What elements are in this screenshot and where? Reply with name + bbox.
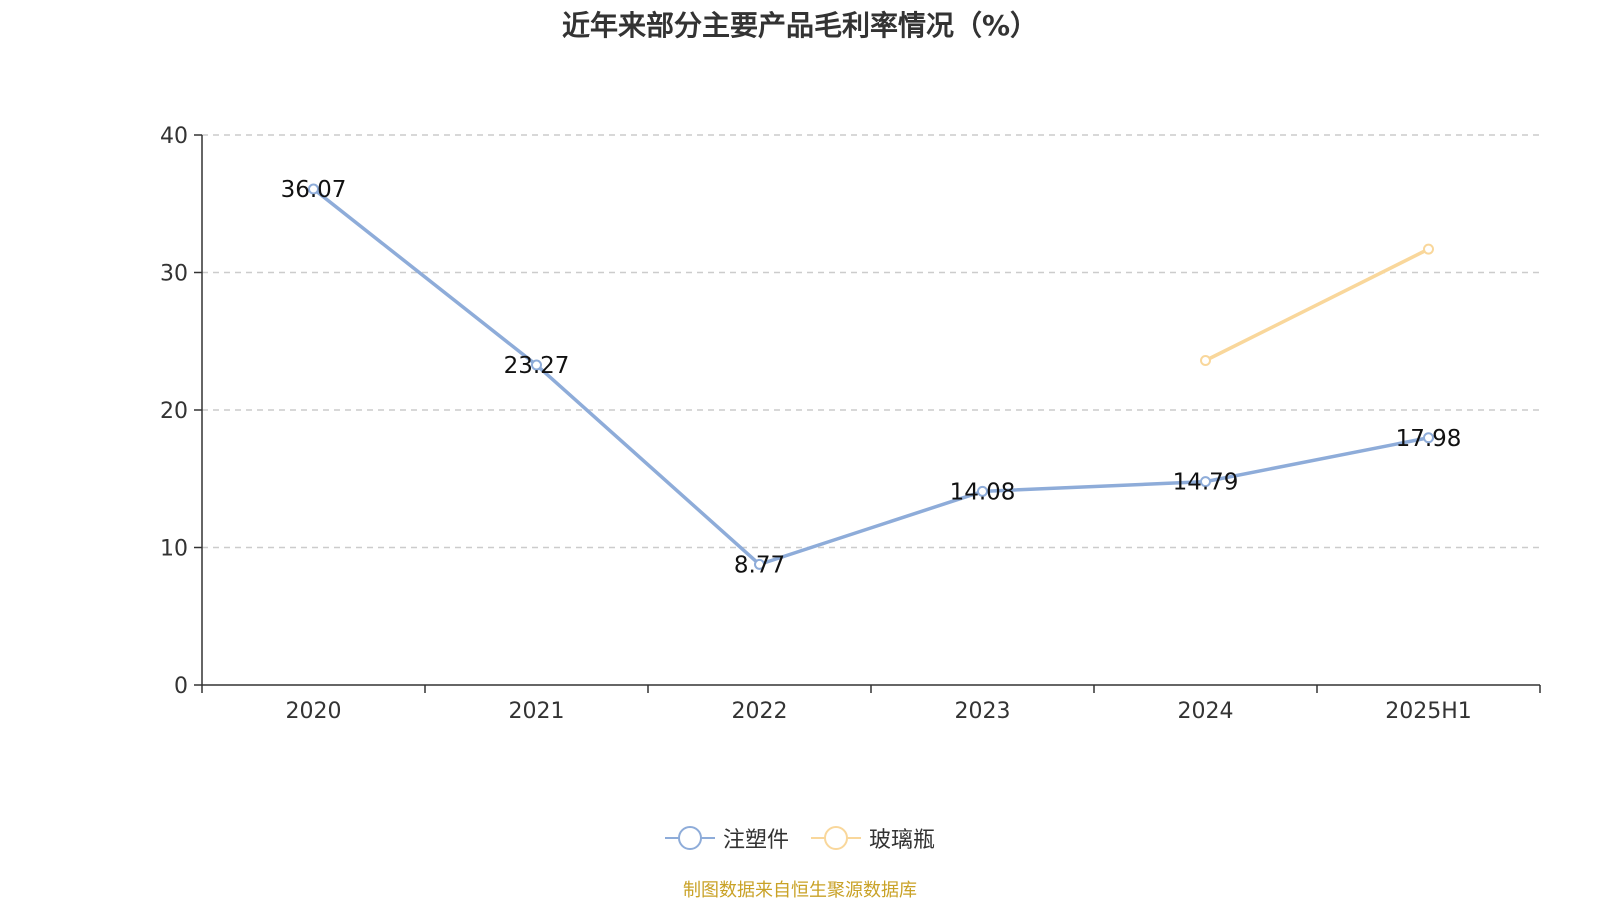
data-label: 17.98 bbox=[1396, 426, 1462, 452]
x-tick-label: 2023 bbox=[955, 699, 1011, 724]
legend: 注塑件 玻璃瓶 bbox=[0, 822, 1600, 854]
x-tick-label: 2024 bbox=[1178, 699, 1234, 724]
data-point bbox=[531, 359, 542, 371]
series-layer bbox=[308, 183, 1434, 570]
data-label: 14.08 bbox=[950, 479, 1016, 505]
y-tick-label: 10 bbox=[160, 537, 188, 562]
legend-label-series-1: 注塑件 bbox=[722, 828, 789, 853]
y-tick-label: 30 bbox=[160, 262, 188, 287]
data-label-layer: 36.07 23.27 8.77 14.08 14.79 17.98 bbox=[281, 177, 1462, 578]
x-tick-label: 2020 bbox=[286, 699, 342, 724]
grid-layer bbox=[202, 134, 1540, 549]
legend-item-series-2[interactable]: 玻璃瓶 bbox=[811, 822, 935, 854]
x-tick-label: 2022 bbox=[732, 699, 788, 724]
legend-item-series-1[interactable]: 注塑件 bbox=[664, 822, 789, 854]
axis-layer: 0 10 20 30 40 2020 2021 2022 2023 2024 2025H1 bbox=[160, 124, 1541, 724]
data-point bbox=[1423, 432, 1434, 444]
legend-swatch-series-1 bbox=[664, 825, 715, 851]
y-tick-label: 40 bbox=[160, 124, 188, 149]
data-point bbox=[1200, 476, 1211, 488]
data-point bbox=[977, 485, 988, 497]
data-point bbox=[308, 183, 319, 195]
data-label: 8.77 bbox=[734, 552, 785, 578]
legend-marker-series-2 bbox=[824, 826, 848, 850]
y-tick-label: 20 bbox=[160, 399, 188, 424]
legend-swatch-series-2 bbox=[811, 825, 861, 851]
data-point bbox=[1423, 243, 1434, 255]
series-line-1 bbox=[312, 187, 1429, 567]
legend-marker-series-1 bbox=[677, 826, 702, 850]
data-label: 23.27 bbox=[504, 353, 570, 379]
data-point bbox=[1200, 355, 1211, 366]
data-label: 36.07 bbox=[281, 177, 347, 203]
data-point bbox=[754, 558, 765, 570]
data-label: 14.79 bbox=[1173, 470, 1239, 496]
chart-title: 近年来部分主要产品毛利率情况（%） bbox=[561, 9, 1039, 42]
y-tick-label: 0 bbox=[174, 674, 188, 699]
x-tick-label: 2021 bbox=[509, 699, 565, 724]
legend-label-series-2: 玻璃瓶 bbox=[869, 828, 936, 853]
x-tick-label: 2025H1 bbox=[1385, 699, 1472, 724]
series-line-2 bbox=[1204, 247, 1430, 363]
source-note: 制图数据来自恒生聚源数据库 bbox=[683, 880, 917, 900]
